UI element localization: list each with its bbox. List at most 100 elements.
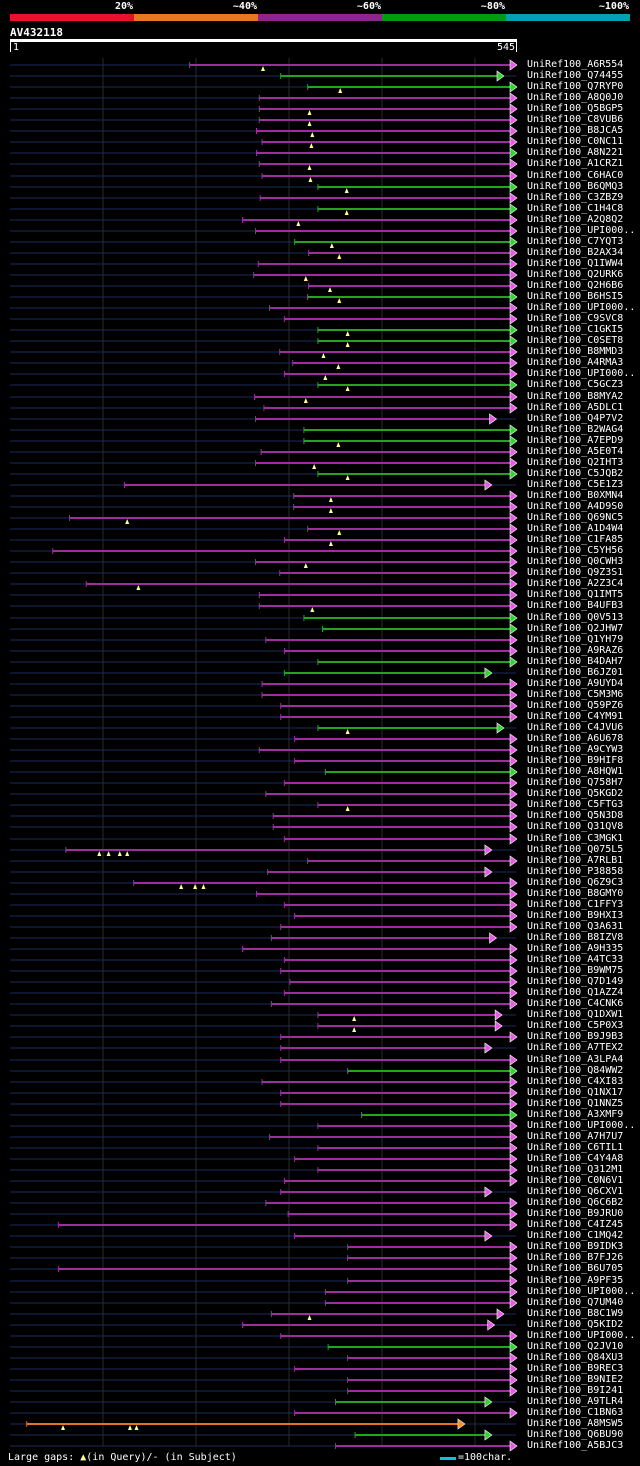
hit-label[interactable]: UniRef100_Q5BGP5 [527,103,624,114]
hit-label[interactable]: UniRef100_A3XMF9 [527,1109,624,1120]
hit-label[interactable]: UniRef100_Q84WW2 [527,1065,624,1076]
hit-label[interactable]: UniRef100_P38858 [527,866,624,877]
hit-label[interactable]: UniRef100_B9HIF8 [527,755,624,766]
hit-label[interactable]: UniRef100_UPI000.. [527,1120,636,1131]
hit-label[interactable]: UniRef100_A8Q0J0 [527,92,624,103]
hit-label[interactable]: UniRef100_A7EPD9 [527,435,624,446]
hit-label[interactable]: UniRef100_C5P0X3 [527,1020,624,1031]
hit-label[interactable]: UniRef100_A4D9S0 [527,501,624,512]
hit-label[interactable]: UniRef100_B2WAG4 [527,424,624,435]
hit-label[interactable]: UniRef100_Q1NNZ5 [527,1098,624,1109]
hit-label[interactable]: UniRef100_C0SET8 [527,335,624,346]
hit-label[interactable]: UniRef100_C3MGK1 [527,833,624,844]
hit-label[interactable]: UniRef100_B6HSI5 [527,291,624,302]
hit-label[interactable]: UniRef100_Q1NX17 [527,1087,624,1098]
hit-label[interactable]: UniRef100_A5BJC3 [527,1440,624,1451]
hit-label[interactable]: UniRef100_A5DLC1 [527,402,624,413]
hit-label[interactable]: UniRef100_B9NIE2 [527,1374,624,1385]
hit-label[interactable]: UniRef100_A3LPA4 [527,1054,624,1065]
hit-label[interactable]: UniRef100_Q1IWW4 [527,258,624,269]
hit-label[interactable]: UniRef100_Q075L5 [527,844,624,855]
hit-label[interactable]: UniRef100_C0NC11 [527,136,624,147]
hit-label[interactable]: UniRef100_A2Q8Q2 [527,214,624,225]
hit-label[interactable]: UniRef100_A7H7U7 [527,1131,624,1142]
hit-label[interactable]: UniRef100_B9REC3 [527,1363,624,1374]
hit-label[interactable]: UniRef100_Q2IHT3 [527,457,624,468]
hit-label[interactable]: UniRef100_C5E1Z3 [527,479,624,490]
hit-label[interactable]: UniRef100_A1D4W4 [527,523,624,534]
hit-label[interactable]: UniRef100_Q0V513 [527,612,624,623]
hit-label[interactable]: UniRef100_A8N221 [527,147,624,158]
hit-label[interactable]: UniRef100_UPI000.. [527,1286,636,1297]
hit-label[interactable]: UniRef100_B9WM75 [527,965,624,976]
hit-label[interactable]: UniRef100_A4TC33 [527,954,624,965]
hit-label[interactable]: UniRef100_Q74455 [527,70,624,81]
hit-label[interactable]: UniRef100_C9SVC8 [527,313,624,324]
hit-label[interactable]: UniRef100_C5FTG3 [527,799,624,810]
hit-label[interactable]: UniRef100_Q84XU3 [527,1352,624,1363]
hit-label[interactable]: UniRef100_C3ZBZ9 [527,192,624,203]
hit-label[interactable]: UniRef100_Q31QV8 [527,821,624,832]
hit-label[interactable]: UniRef100_A9TLR4 [527,1396,624,1407]
hit-label[interactable]: UniRef100_C5JQB2 [527,468,624,479]
hit-label[interactable]: UniRef100_UPI000.. [527,302,636,313]
hit-label[interactable]: UniRef100_B9JRU0 [527,1208,624,1219]
hit-label[interactable]: UniRef100_C6TIL1 [527,1142,624,1153]
hit-label[interactable]: UniRef100_C4XI83 [527,1076,624,1087]
hit-label[interactable]: UniRef100_B9IDK3 [527,1241,624,1252]
hit-label[interactable]: UniRef100_Q5KID2 [527,1319,624,1330]
hit-label[interactable]: UniRef100_A6R554 [527,59,624,70]
hit-label[interactable]: UniRef100_A7TEX2 [527,1042,624,1053]
hit-label[interactable]: UniRef100_C7YQT3 [527,236,624,247]
hit-label[interactable]: UniRef100_Q6CXV1 [527,1186,624,1197]
hit-label[interactable]: UniRef100_Q0CWH3 [527,556,624,567]
hit-label[interactable]: UniRef100_B8GMY0 [527,888,624,899]
hit-label[interactable]: UniRef100_A7RLB1 [527,855,624,866]
hit-label[interactable]: UniRef100_C4YM91 [527,711,624,722]
hit-label[interactable]: UniRef100_Q1YH79 [527,634,624,645]
hit-label[interactable]: UniRef100_Q2H6B6 [527,280,624,291]
hit-label[interactable]: UniRef100_Q7UM40 [527,1297,624,1308]
hit-label[interactable]: UniRef100_UPI000.. [527,225,636,236]
hit-label[interactable]: UniRef100_Q1AZZ4 [527,987,624,998]
hit-label[interactable]: UniRef100_Q6BU90 [527,1429,624,1440]
hit-label[interactable]: UniRef100_C0N6V1 [527,1175,624,1186]
hit-label[interactable]: UniRef100_C4CNK6 [527,998,624,1009]
hit-label[interactable]: UniRef100_C4JVU6 [527,722,624,733]
hit-label[interactable]: UniRef100_C1GKI5 [527,324,624,335]
hit-label[interactable]: UniRef100_C1FFY3 [527,899,624,910]
hit-label[interactable]: UniRef100_B7FJ26 [527,1252,624,1263]
hit-label[interactable]: UniRef100_C1H4C8 [527,203,624,214]
hit-label[interactable]: UniRef100_B9J9B3 [527,1031,624,1042]
hit-label[interactable]: UniRef100_C6HAC0 [527,170,624,181]
hit-label[interactable]: UniRef100_A9PF35 [527,1275,624,1286]
hit-label[interactable]: UniRef100_Q5KGD2 [527,788,624,799]
hit-label[interactable]: UniRef100_B6U705 [527,1263,624,1274]
hit-label[interactable]: UniRef100_A2Z3C4 [527,578,624,589]
hit-label[interactable]: UniRef100_Q2JHW7 [527,623,624,634]
hit-label[interactable]: UniRef100_C1MQ42 [527,1230,624,1241]
hit-label[interactable]: UniRef100_A9H335 [527,943,624,954]
hit-label[interactable]: UniRef100_C5M3M6 [527,689,624,700]
hit-label[interactable]: UniRef100_A5E0T4 [527,446,624,457]
hit-label[interactable]: UniRef100_A9CYW3 [527,744,624,755]
hit-label[interactable]: UniRef100_B8MMD3 [527,346,624,357]
hit-label[interactable]: UniRef100_A9UYD4 [527,678,624,689]
hit-label[interactable]: UniRef100_B8JCA5 [527,125,624,136]
hit-label[interactable]: UniRef100_Q2JV10 [527,1341,624,1352]
hit-label[interactable]: UniRef100_B2AX34 [527,247,624,258]
hit-label[interactable]: UniRef100_B9I241 [527,1385,624,1396]
hit-label[interactable]: UniRef100_B8IZV8 [527,932,624,943]
hit-label[interactable]: UniRef100_A4RMA3 [527,357,624,368]
hit-label[interactable]: UniRef100_A1CRZ1 [527,158,624,169]
hit-label[interactable]: UniRef100_B4DAH7 [527,656,624,667]
hit-label[interactable]: UniRef100_Q6C6B2 [527,1197,624,1208]
hit-label[interactable]: UniRef100_C5YH56 [527,545,624,556]
hit-label[interactable]: UniRef100_A8MSW5 [527,1418,624,1429]
hit-label[interactable]: UniRef100_Q1IMT5 [527,589,624,600]
hit-label[interactable]: UniRef100_Q5N3D8 [527,810,624,821]
hit-label[interactable]: UniRef100_B9HXI3 [527,910,624,921]
hit-label[interactable]: UniRef100_A8HQW1 [527,766,624,777]
hit-label[interactable]: UniRef100_A9RAZ6 [527,645,624,656]
hit-label[interactable]: UniRef100_C4Y4A8 [527,1153,624,1164]
